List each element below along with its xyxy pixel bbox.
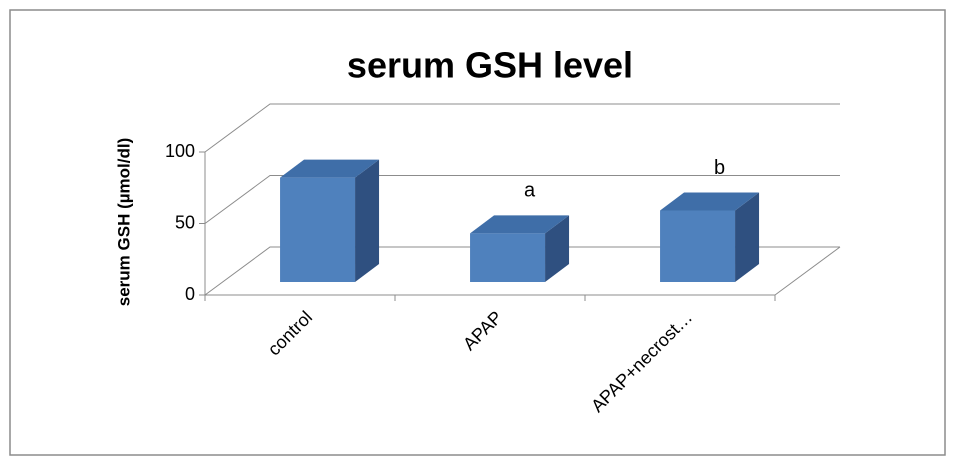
chart-title: serum GSH level — [347, 45, 633, 86]
bar-front — [660, 210, 736, 283]
bar-front — [470, 233, 546, 283]
bar-side — [545, 215, 570, 283]
y-tick-label: 50 — [175, 212, 195, 232]
bar-side — [735, 192, 760, 283]
grid-line — [204, 246, 840, 296]
annotation: b — [714, 157, 725, 179]
y-axis-label: serum GSH (µmol/dl) — [114, 138, 133, 306]
grid-line — [204, 175, 840, 224]
bar-top — [280, 159, 380, 178]
bar-front — [280, 177, 356, 283]
grid-line — [204, 103, 840, 153]
annotation: a — [524, 180, 536, 202]
y-tick-label: 0 — [185, 284, 195, 304]
bar — [280, 159, 380, 283]
bar-top — [470, 215, 570, 234]
floor-edge — [774, 246, 841, 296]
bar-side — [355, 159, 380, 283]
bar — [470, 215, 570, 283]
bar — [660, 192, 760, 283]
y-tick-label: 100 — [165, 141, 195, 161]
bar-top — [660, 192, 760, 211]
